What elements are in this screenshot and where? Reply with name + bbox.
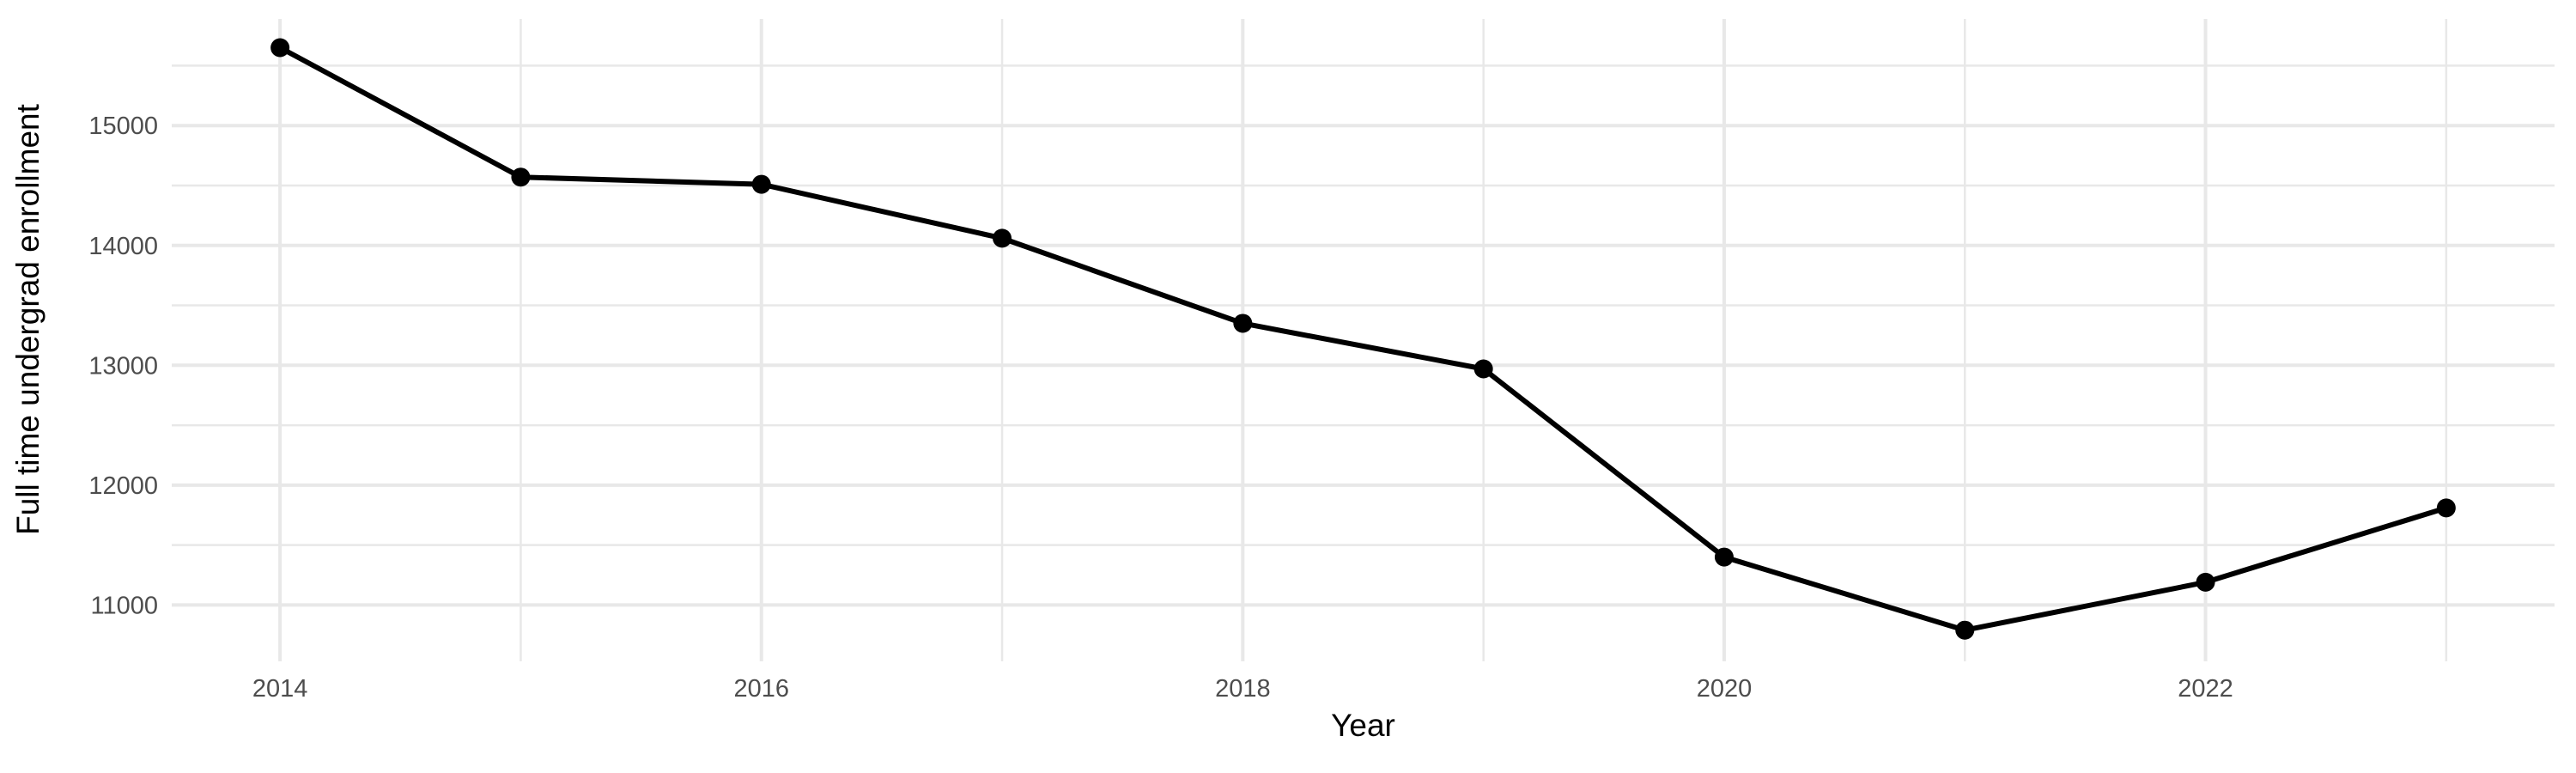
x-tick-label: 2014 (252, 675, 308, 703)
data-point-2017 (993, 228, 1012, 248)
data-point-2019 (1473, 359, 1493, 379)
data-point-2020 (1714, 547, 1734, 567)
y-tick-label: 15000 (88, 113, 158, 140)
data-point-2014 (270, 38, 290, 58)
enrollment-line (277, 45, 2449, 633)
data-point-2016 (751, 174, 771, 194)
data-point-2018 (1233, 313, 1253, 333)
y-tick-label: 12000 (88, 472, 158, 500)
y-axis-title: Full time undergrad enrollment (10, 104, 46, 535)
x-tick-label: 2018 (1215, 675, 1271, 703)
data-point-2023 (2436, 498, 2456, 518)
x-axis-title: Year (1331, 708, 1395, 743)
y-tick-label: 11000 (91, 592, 159, 619)
data-point-2015 (511, 167, 531, 187)
x-tick-label: 2022 (2178, 675, 2233, 703)
x-tick-label: 2016 (733, 675, 789, 703)
y-tick-label: 14000 (88, 233, 158, 260)
data-point-2021 (1955, 620, 1975, 640)
y-tick-label: 13000 (88, 352, 158, 380)
x-tick-label: 2020 (1697, 675, 1753, 703)
data-point-2022 (2196, 572, 2215, 592)
